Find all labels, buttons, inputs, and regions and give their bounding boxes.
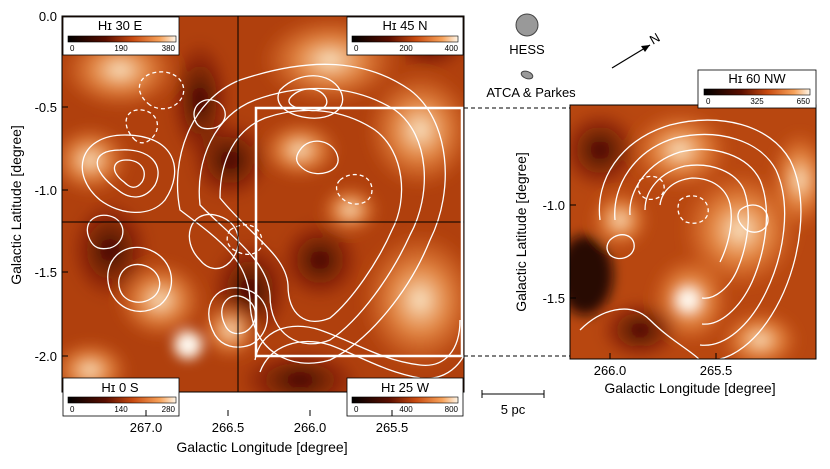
colorbar-45N-tick: 200 bbox=[399, 44, 413, 53]
colorbar-60NW-tick: 650 bbox=[797, 97, 811, 106]
colorbar-25W-tick: 400 bbox=[399, 405, 413, 414]
right-xtick: 266.0 bbox=[594, 363, 627, 378]
left-xlabel: Galactic Longitude [degree] bbox=[176, 439, 347, 455]
colorbar-25W-tick: 0 bbox=[354, 405, 359, 414]
right-ytick: -1.0 bbox=[543, 198, 565, 213]
left-xtick: 267.0 bbox=[130, 420, 163, 435]
left-ytick: -2.0 bbox=[35, 349, 57, 364]
right-ylabel: Galactic Latitude [degree] bbox=[513, 152, 529, 312]
north-arrow-icon: N bbox=[611, 30, 663, 69]
colorbar-60NW-title: Hɪ 60 NW bbox=[728, 71, 786, 86]
colorbar-60NW-tick: 325 bbox=[750, 97, 764, 106]
left-map-frame bbox=[61, 15, 465, 393]
colorbar-30E-title: Hɪ 30 E bbox=[98, 18, 143, 33]
right-map-panel bbox=[569, 104, 817, 360]
colorbar-30E-tick: 380 bbox=[162, 44, 176, 53]
hess-psf-marker bbox=[515, 13, 539, 37]
right-contour-lines bbox=[579, 119, 802, 359]
right-heatmap-texture bbox=[570, 110, 816, 359]
scale-label: 5 pc bbox=[501, 402, 526, 417]
colorbar-0S-tick: 280 bbox=[162, 405, 176, 414]
left-axes bbox=[62, 15, 393, 416]
atca-label: ATCA & Parkes bbox=[486, 85, 576, 100]
right-ytick: -1.5 bbox=[543, 291, 565, 306]
colorbar-30E-tick: 0 bbox=[70, 44, 75, 53]
colorbar-45N-tick: 0 bbox=[354, 44, 359, 53]
right-map-frame bbox=[569, 104, 817, 360]
zoom-region-box bbox=[254, 106, 464, 358]
left-ytick: -0.5 bbox=[35, 100, 57, 115]
left-ytick: -1.0 bbox=[35, 183, 57, 198]
left-xtick: 266.5 bbox=[212, 420, 245, 435]
left-contour-lines bbox=[81, 63, 464, 380]
colorbar-25W: Hɪ 25 W 0 400 800 bbox=[346, 377, 464, 417]
colorbar-45N: Hɪ 45 N 0 200 400 bbox=[346, 16, 464, 56]
colorbar-60NW-tick: 0 bbox=[706, 97, 711, 106]
left-xtick: 266.0 bbox=[294, 420, 327, 435]
colorbar-0S-tick: 0 bbox=[70, 405, 75, 414]
right-xtick: 265.5 bbox=[700, 363, 733, 378]
colorbar-25W-tick: 800 bbox=[445, 405, 459, 414]
colorbar-25W-title: Hɪ 25 W bbox=[381, 380, 430, 395]
colorbar-0S-tick: 140 bbox=[114, 405, 128, 414]
left-ytick: 0.0 bbox=[39, 9, 57, 24]
colorbar-45N-tick: 400 bbox=[445, 44, 459, 53]
colorbar-0S: Hɪ 0 S 0 140 280 bbox=[62, 377, 180, 417]
left-ylabel: Galactic Latitude [degree] bbox=[8, 125, 24, 285]
colorbar-45N-title: Hɪ 45 N bbox=[382, 18, 427, 33]
hess-label: HESS bbox=[509, 42, 545, 57]
left-xtick: 265.5 bbox=[376, 420, 409, 435]
right-xlabel: Galactic Longitude [degree] bbox=[604, 380, 775, 396]
left-ytick: -1.5 bbox=[35, 265, 57, 280]
left-heatmap-texture bbox=[62, 16, 464, 392]
right-axes bbox=[570, 204, 717, 359]
colorbar-60NW: Hɪ 60 NW 0 325 650 bbox=[697, 69, 817, 109]
colorbar-30E: Hɪ 30 E 0 190 380 bbox=[62, 16, 180, 56]
left-map-panel bbox=[61, 15, 465, 393]
atca-psf-marker bbox=[520, 70, 534, 80]
scale-bar bbox=[481, 390, 545, 398]
colorbar-30E-tick: 190 bbox=[114, 44, 128, 53]
colorbar-0S-title: Hɪ 0 S bbox=[101, 380, 138, 395]
